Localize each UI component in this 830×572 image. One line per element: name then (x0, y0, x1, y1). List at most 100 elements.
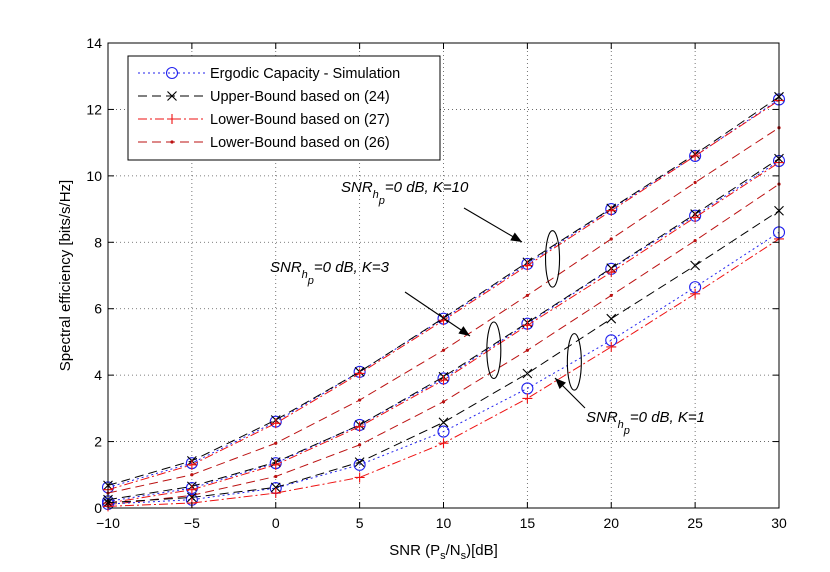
series-ub24-K=1 (103, 205, 784, 508)
data-point (690, 150, 701, 161)
data-point (438, 417, 449, 428)
x-tick-label: 15 (520, 515, 536, 531)
data-point (354, 472, 365, 483)
annotation-label: SNRhp=0 dB, K=3 (270, 259, 390, 287)
data-point (525, 348, 529, 352)
x-tick-label: −10 (96, 515, 120, 531)
data-point (606, 313, 617, 324)
data-point (606, 267, 617, 278)
annotation-k10: SNRhp=0 dB, K=10 (341, 179, 561, 288)
data-point (690, 212, 701, 223)
series-line (107, 96, 780, 486)
annotation-arrow-head (458, 326, 470, 336)
x-label-part-1: SNR (P (389, 542, 440, 559)
annotation-k1: SNRhp=0 dB, K=1 (554, 333, 705, 437)
annotation-ellipse (566, 333, 582, 391)
series-sim-K=10 (101, 93, 786, 494)
annotations: SNRhp=0 dB, K=10 SNRhp=0 dB, K=3 SNRhp=0 d… (270, 179, 705, 437)
annotation-arrow-head (510, 232, 522, 242)
x-label-part-4: s (461, 550, 467, 562)
data-point (270, 418, 281, 429)
x-tick-label: 10 (436, 515, 452, 531)
x-tick-label: 5 (356, 515, 364, 531)
x-tick-label: 0 (272, 515, 280, 531)
data-point (522, 320, 533, 331)
data-point (693, 239, 697, 243)
x-tick-label: 20 (603, 515, 619, 531)
data-point (270, 482, 281, 493)
data-point (690, 260, 701, 271)
x-label-part-3: /N (446, 542, 461, 559)
data-point (522, 368, 533, 379)
x-axis-label: SNR (Ps/Ns)[dB] (389, 542, 498, 562)
legend-label: Upper-Bound based on (24) (210, 89, 390, 105)
data-point (609, 237, 613, 241)
data-point (167, 91, 177, 101)
data-point (186, 492, 197, 503)
annotation-ellipse (544, 230, 561, 288)
data-point (170, 140, 174, 144)
x-tick-label: −5 (184, 515, 200, 531)
x-label-part-5: )[dB] (466, 542, 498, 559)
x-label-part-2: s (440, 550, 446, 562)
data-point (522, 260, 533, 271)
annotation-k3: SNRhp=0 dB, K=3 (270, 259, 502, 380)
y-tick-label: 8 (94, 234, 102, 250)
y-axis-label: Spectral efficiency [bits/s/Hz] (57, 180, 74, 371)
data-point (438, 438, 449, 449)
data-point (354, 368, 365, 379)
legend-entry-lb26: Lower-Bound based on (26) (138, 135, 390, 151)
y-tick-label: 10 (86, 168, 102, 184)
annotation-label: SNRhp=0 dB, K=10 (341, 179, 469, 207)
axis-ticks: −10 −5 0 5 10 15 20 25 30 0 2 4 6 8 10 12 14 (86, 35, 787, 531)
y-tick-label: 14 (86, 35, 102, 51)
legend-entry-sim: Ergodic Capacity - Simulation (138, 66, 400, 82)
legend-entry-ub24: Upper-Bound based on (24) (138, 89, 390, 105)
y-tick-label: 0 (94, 500, 102, 516)
legend: Ergodic Capacity - Simulation Upper-Bound… (127, 55, 441, 161)
data-point (165, 66, 179, 80)
data-point (522, 393, 533, 404)
data-point (606, 205, 617, 216)
data-point (186, 459, 197, 470)
annotation-arrow-head (555, 378, 566, 389)
data-point (437, 425, 450, 438)
legend-entry-lb27: Lower-Bound based on (27) (138, 112, 390, 128)
data-point (354, 421, 365, 432)
annotation-ellipse (486, 321, 502, 380)
series-layer (101, 91, 786, 512)
y-tick-label: 4 (94, 367, 102, 383)
data-point (274, 441, 278, 445)
data-point (270, 459, 281, 470)
series-line (107, 231, 780, 505)
data-point (609, 293, 613, 298)
data-point (358, 443, 362, 447)
legend-label: Lower-Bound based on (26) (210, 135, 390, 151)
data-point (693, 180, 697, 185)
legend-label: Lower-Bound based on (27) (210, 112, 390, 128)
data-point (270, 488, 281, 499)
data-point (358, 398, 362, 402)
data-point (354, 457, 365, 468)
series-lb26-K=10 (106, 126, 781, 495)
data-point (186, 484, 197, 495)
data-point (274, 474, 278, 479)
annotation-arrow-line (404, 291, 471, 337)
annotation-arrow-line (463, 207, 523, 243)
series-line (107, 210, 780, 504)
y-tick-label: 2 (94, 434, 102, 450)
y-tick-label: 12 (86, 101, 102, 117)
annotation-label: SNRhp=0 dB, K=1 (586, 409, 705, 437)
x-tick-label: 30 (771, 515, 787, 531)
y-tick-label: 6 (94, 301, 102, 317)
data-point (167, 114, 177, 124)
data-point (438, 375, 449, 386)
data-point (690, 288, 701, 299)
legend-label: Ergodic Capacity - Simulation (210, 66, 400, 82)
series-line (107, 158, 780, 501)
data-point (441, 400, 446, 404)
x-tick-label: 25 (687, 515, 703, 531)
data-point (606, 341, 617, 352)
data-point (441, 348, 446, 352)
